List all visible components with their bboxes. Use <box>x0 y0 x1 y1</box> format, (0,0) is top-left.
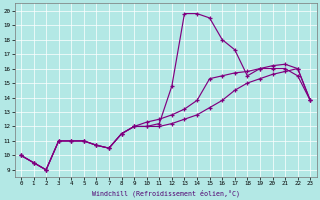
X-axis label: Windchill (Refroidissement éolien,°C): Windchill (Refroidissement éolien,°C) <box>92 189 240 197</box>
